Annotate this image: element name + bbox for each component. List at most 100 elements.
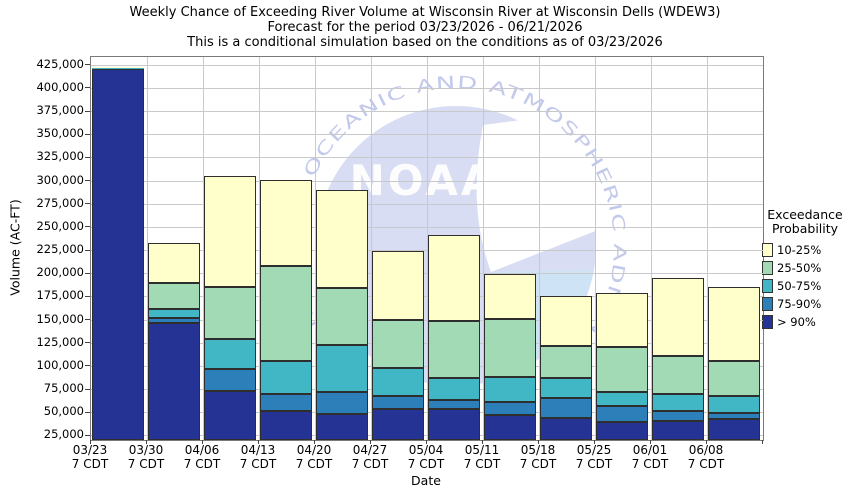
bar-segment-50-75-: [260, 360, 312, 394]
x-gridline: [594, 57, 596, 440]
y-tick-label: 225,000: [36, 242, 84, 257]
chart-subtitle-forecast-period: Forecast for the period 03/23/2026 - 06/…: [267, 20, 583, 35]
bar-segment-10-25-: [148, 243, 200, 283]
bar-segment-75-90-: [148, 318, 200, 323]
y-tick-label: 350,000: [36, 126, 84, 141]
bar-segment-50-75-: [316, 345, 368, 393]
bar-segment--90-: [316, 414, 368, 440]
chart-title: Weekly Chance of Exceeding River Volume …: [129, 5, 721, 20]
bar-segment-25-50-: [204, 286, 256, 339]
x-axis-title: Date: [411, 473, 441, 488]
bar-segment-10-25-: [596, 293, 648, 347]
x-tick-mark: [762, 440, 763, 444]
y-tick-label: 50,000: [43, 404, 84, 419]
bar-segment--90-: [484, 414, 536, 440]
legend-swatch-50-75-: [762, 279, 773, 293]
bar-segment-25-50-: [708, 360, 760, 396]
x-tick-timezone: 7 CDT: [351, 457, 389, 471]
y-tick-label: 25,000: [43, 427, 84, 442]
x-tick-label: 05/11 7 CDT: [464, 443, 500, 471]
x-tick-date: 04/06: [184, 443, 220, 457]
y-tick-label: 375,000: [36, 103, 84, 118]
legend-row: 25-50%: [760, 259, 850, 277]
y-tick-mark: [85, 272, 90, 274]
bar-segment-10-25-: [652, 278, 704, 357]
y-tick-mark: [85, 388, 90, 390]
y-tick-label: 200,000: [36, 265, 84, 280]
x-tick-date: 05/18: [520, 443, 556, 457]
x-gridline: [482, 57, 484, 440]
y-tick-mark: [85, 342, 90, 344]
bars-layer: [91, 57, 763, 440]
x-tick-mark: [370, 440, 371, 444]
x-tick-mark: [90, 440, 91, 444]
y-tick-mark: [85, 249, 90, 251]
bar-segment-10-25-: [428, 234, 480, 322]
legend-label: 75-90%: [777, 297, 822, 311]
x-tick-mark: [426, 440, 427, 444]
x-tick-timezone: 7 CDT: [407, 457, 445, 471]
x-tick-label: 03/23 7 CDT: [72, 443, 108, 471]
x-tick-timezone: 7 CDT: [463, 457, 501, 471]
bar-segment--90-: [92, 68, 144, 440]
bar-segment--90-: [596, 421, 648, 440]
bar-segment-25-50-: [316, 288, 368, 346]
x-tick-date: 03/23: [72, 443, 108, 457]
chart-title-block: Weekly Chance of Exceeding River Volume …: [0, 5, 850, 50]
x-gridline: [706, 57, 708, 440]
y-tick-label: 75,000: [43, 381, 84, 396]
y-tick-label: 175,000: [36, 288, 84, 303]
bar-segment--90-: [148, 322, 200, 440]
bar-segment-75-90-: [596, 406, 648, 422]
bar-segment-50-75-: [372, 368, 424, 396]
y-tick-mark: [85, 411, 90, 413]
x-tick-timezone: 7 CDT: [519, 457, 557, 471]
x-tick-label: 04/27 7 CDT: [352, 443, 388, 471]
x-gridline: [258, 57, 260, 440]
bar-segment-75-90-: [484, 401, 536, 415]
bar-segment-50-75-: [484, 376, 536, 402]
bar-segment-75-90-: [316, 392, 368, 415]
legend-title-line1: Exceedance: [767, 207, 843, 222]
x-tick-label: 06/08 7 CDT: [688, 443, 724, 471]
y-tick-mark: [85, 434, 90, 436]
y-tick-mark: [85, 226, 90, 228]
x-tick-mark: [202, 440, 203, 444]
noaa-watermark-letters: NOAA: [350, 156, 497, 205]
x-tick-timezone: 7 CDT: [295, 457, 333, 471]
bar-segment-10-25-: [204, 175, 256, 287]
bar-segment-50-75-: [204, 338, 256, 370]
chart-subtitle-conditional-note: This is a conditional simulation based o…: [187, 35, 663, 50]
x-gridline: [370, 57, 372, 440]
bar-segment-50-75-: [540, 378, 592, 398]
bar-segment-25-50-: [148, 283, 200, 309]
x-tick-label: 05/04 7 CDT: [408, 443, 444, 471]
y-tick-mark: [85, 156, 90, 158]
x-tick-label: 05/18 7 CDT: [520, 443, 556, 471]
y-tick-mark: [85, 203, 90, 205]
bar-segment-75-90-: [708, 413, 760, 419]
x-tick-timezone: 7 CDT: [71, 457, 109, 471]
bar-segment-25-50-: [260, 266, 312, 361]
legend-label: > 90%: [777, 315, 816, 329]
bar-segment-50-75-: [148, 308, 200, 319]
bar-segment-75-90-: [652, 410, 704, 421]
bar-segment--90-: [708, 418, 760, 440]
x-tick-mark: [258, 440, 259, 444]
bar-segment--90-: [428, 408, 480, 440]
bar-segment-25-50-: [652, 356, 704, 395]
bar-segment-50-75-: [652, 394, 704, 411]
legend-row: 50-75%: [760, 277, 850, 295]
x-tick-timezone: 7 CDT: [687, 457, 725, 471]
legend-items: 10-25% 25-50% 50-75% 75-90% > 90%: [760, 241, 850, 331]
x-tick-mark: [146, 440, 147, 444]
bar-segment-25-50-: [372, 320, 424, 369]
legend-label: 50-75%: [777, 279, 822, 293]
legend-row: > 90%: [760, 313, 850, 331]
x-tick-date: 05/25: [576, 443, 612, 457]
x-tick-label: 06/01 7 CDT: [632, 443, 668, 471]
legend-label: 25-50%: [777, 261, 822, 275]
y-tick-mark: [85, 365, 90, 367]
y-tick-label: 300,000: [36, 172, 84, 187]
